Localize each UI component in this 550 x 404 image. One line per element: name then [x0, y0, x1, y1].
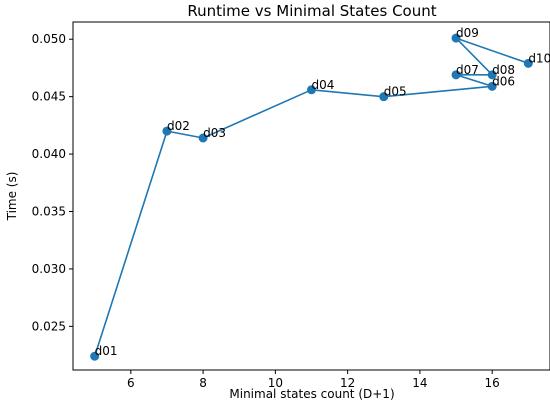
- y-tick-label: 0.035: [32, 205, 66, 219]
- y-tick-label: 0.040: [32, 147, 66, 161]
- series-line: [93, 37, 529, 357]
- y-axis: 0.025 0.030 0.035 0.040 0.045 0.050: [32, 32, 73, 333]
- y-tick-label: 0.030: [32, 262, 66, 276]
- data-point-d01: [90, 351, 100, 361]
- y-tick-label: 0.045: [32, 90, 66, 104]
- data-point-d09: [451, 33, 461, 43]
- x-axis: 6 8 10 12 14 16: [127, 370, 500, 390]
- y-tick-label: 0.025: [32, 319, 66, 333]
- data-point-d03: [198, 133, 208, 143]
- data-point-d04: [307, 85, 316, 95]
- point-label-d08: d08: [492, 63, 515, 77]
- x-tick-label: 14: [412, 376, 427, 390]
- data-series: d01 d02 d03 d04 d05 d06 d07 d08 d09 d10: [90, 26, 550, 361]
- data-point-d05: [379, 92, 389, 102]
- point-label-d02: d02: [167, 119, 190, 133]
- y-tick-label: 0.050: [32, 32, 66, 46]
- point-label-d10: d10: [528, 51, 550, 65]
- x-tick-label: 6: [127, 376, 135, 390]
- data-point-d02: [162, 126, 172, 136]
- point-label-d07: d07: [456, 63, 479, 77]
- chart-title: Runtime vs Minimal States Count: [187, 2, 436, 20]
- point-label-d01: d01: [95, 344, 118, 358]
- point-label-d06: d06: [492, 74, 515, 88]
- data-point-d07: [451, 70, 461, 80]
- data-point-d08: [487, 70, 497, 80]
- point-label-d04: d04: [312, 78, 335, 92]
- x-tick-label: 12: [340, 376, 355, 390]
- data-point-d06: [487, 81, 497, 91]
- plot-frame: [72, 21, 550, 371]
- x-tick-label: 10: [268, 376, 283, 390]
- point-label-d03: d03: [203, 126, 226, 140]
- point-label-d05: d05: [384, 85, 407, 99]
- point-label-d09: d09: [456, 26, 479, 40]
- data-point-d10: [523, 58, 533, 68]
- x-tick-label: 8: [199, 376, 207, 390]
- y-axis-label: Time (s): [5, 172, 19, 222]
- x-tick-label: 16: [485, 376, 500, 390]
- x-axis-label: Minimal states count (D+1): [229, 387, 394, 401]
